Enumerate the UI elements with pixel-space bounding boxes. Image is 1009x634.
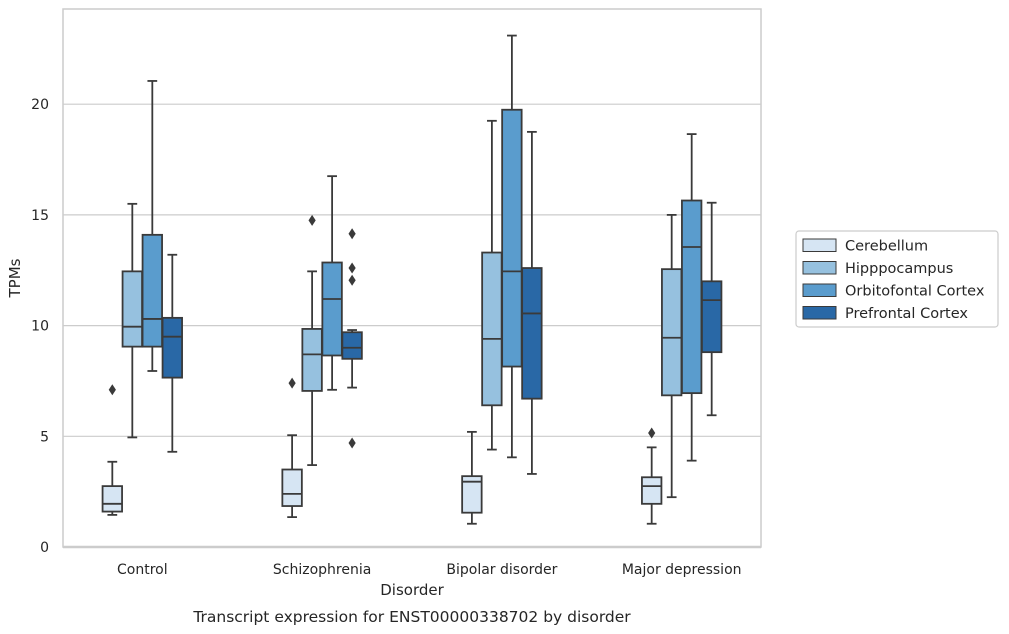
box-cerebellum — [101, 384, 123, 516]
y-tick-label: 15 — [31, 208, 49, 224]
outlier-point — [108, 384, 116, 396]
box-iqr — [661, 268, 683, 397]
box-iqr — [301, 328, 323, 392]
outlier-point — [348, 228, 356, 240]
box-cerebellum — [281, 377, 303, 519]
y-tick-label: 20 — [31, 97, 49, 113]
legend-swatch — [802, 306, 837, 320]
legend-swatch — [802, 238, 837, 252]
chart-caption: Transcript expression for ENST0000033870… — [192, 608, 631, 626]
box-iqr — [501, 108, 523, 368]
x-tick-label: Major depression — [622, 562, 742, 578]
legend-entry: Cerebellum — [845, 239, 928, 255]
x-tick-label: Bipolar disorder — [446, 562, 557, 578]
outlier-point — [348, 437, 356, 449]
box-orbitofontal-cortex — [501, 34, 523, 459]
box-iqr — [281, 468, 303, 507]
box-hipppocampus — [481, 119, 503, 451]
box-cerebellum — [461, 430, 483, 525]
box-cerebellum — [641, 427, 663, 525]
box-prefrontal-cortex — [161, 253, 183, 453]
plot-frame — [62, 8, 762, 548]
box-iqr — [101, 485, 123, 513]
box-iqr — [521, 267, 543, 400]
legend-swatch — [802, 283, 837, 297]
box-hipppocampus — [661, 214, 683, 499]
outlier-point — [308, 214, 316, 226]
box-orbitofontal-cortex — [681, 133, 703, 462]
legend-frame — [795, 230, 999, 328]
box-orbitofontal-cortex — [141, 80, 163, 372]
y-tick-label: 0 — [40, 540, 49, 556]
box-prefrontal-cortex — [701, 201, 723, 417]
box-iqr — [161, 316, 183, 379]
box-iqr — [341, 331, 363, 360]
box-iqr — [121, 270, 143, 348]
legend-entry: Hipppocampus — [845, 261, 953, 277]
outlier-point — [348, 262, 356, 274]
box-orbitofontal-cortex — [321, 175, 343, 391]
x-tick-labels: Control Schizophrenia Bipolar disorder Majo… — [117, 562, 742, 578]
legend-entry: Prefrontal Cortex — [845, 306, 968, 322]
box-iqr — [321, 261, 343, 357]
box-iqr — [641, 476, 663, 505]
box-prefrontal-cortex — [341, 228, 363, 449]
box-plot-area — [101, 34, 723, 525]
x-tick-label: Control — [117, 562, 168, 578]
box-iqr — [701, 280, 723, 354]
outlier-point — [348, 274, 356, 286]
box-hipppocampus — [301, 214, 323, 466]
box-iqr — [461, 475, 483, 514]
box-prefrontal-cortex — [521, 130, 543, 475]
y-tick-label: 10 — [31, 319, 49, 335]
x-tick-label: Schizophrenia — [273, 562, 371, 578]
box-iqr — [681, 199, 703, 395]
box-iqr — [141, 233, 163, 348]
outlier-point — [648, 427, 656, 439]
outlier-point — [288, 377, 296, 389]
y-tick-labels: 0 5 10 15 20 — [31, 97, 49, 556]
legend-entry: Orbitofontal Cortex — [845, 284, 985, 300]
legend-swatch — [802, 261, 837, 275]
y-axis-label: TPMs — [6, 258, 24, 298]
box-hipppocampus — [121, 202, 143, 439]
x-axis-label: Disorder — [380, 581, 444, 599]
y-tick-label: 5 — [40, 429, 49, 445]
legend: Cerebellum Hipppocampus Orbitofontal Corte… — [795, 230, 999, 328]
box-iqr — [481, 251, 503, 407]
